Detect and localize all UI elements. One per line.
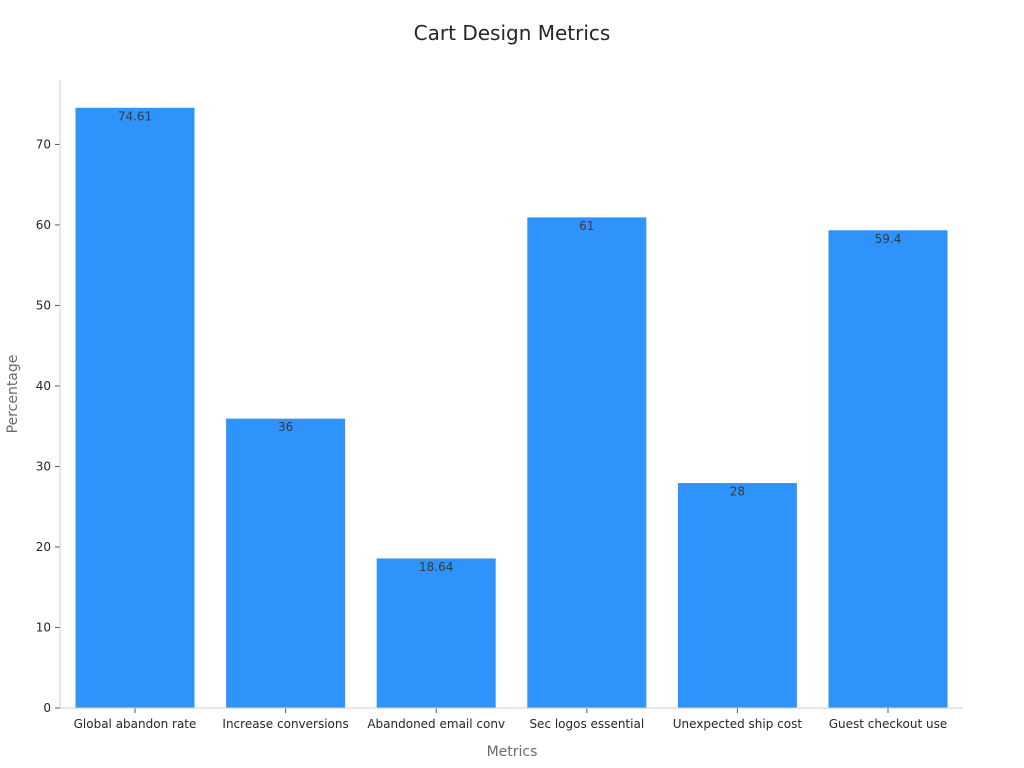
x-tick-label-0: Global abandon rate bbox=[74, 717, 197, 731]
bar-0 bbox=[74, 106, 196, 709]
x-tick-label-5: Guest checkout use bbox=[829, 717, 947, 731]
data-label-4: 28 bbox=[730, 485, 745, 499]
x-axis-label: Metrics bbox=[487, 744, 538, 760]
y-tick-label-2: 20 bbox=[36, 540, 51, 554]
y-tick-label-0: 0 bbox=[43, 701, 51, 715]
bar-2 bbox=[375, 557, 497, 709]
data-labels-group: 74.61 36 18.64 61 28 59.4 bbox=[118, 109, 902, 574]
bar-4 bbox=[676, 482, 798, 709]
bars-group bbox=[74, 106, 949, 709]
x-tick-label-1: Increase conversions bbox=[222, 717, 348, 731]
x-tick-label-2: Abandoned email conv bbox=[367, 717, 505, 731]
x-tick-label-3: Sec logos essential bbox=[529, 717, 644, 731]
y-tick-label-1: 10 bbox=[36, 620, 51, 634]
y-tick-label-7: 70 bbox=[36, 137, 51, 151]
axes-group: Global abandon rate Increase conversions A… bbox=[36, 80, 963, 731]
y-tick-label-4: 40 bbox=[36, 379, 51, 393]
bar-3 bbox=[526, 216, 648, 709]
x-tick-label-4: Unexpected ship cost bbox=[673, 717, 803, 731]
y-axis-label: Percentage bbox=[5, 355, 21, 434]
bar-5 bbox=[827, 229, 949, 709]
y-tick-label-6: 60 bbox=[36, 218, 51, 232]
bar-1 bbox=[225, 417, 347, 709]
data-label-3: 61 bbox=[579, 219, 594, 233]
y-tick-label-5: 50 bbox=[36, 298, 51, 312]
data-label-1: 36 bbox=[278, 420, 293, 434]
data-label-2: 18.64 bbox=[419, 560, 453, 574]
chart-title: Cart Design Metrics bbox=[414, 21, 611, 45]
data-label-0: 74.61 bbox=[118, 109, 152, 123]
data-label-5: 59.4 bbox=[875, 232, 902, 246]
y-tick-label-3: 30 bbox=[36, 459, 51, 473]
